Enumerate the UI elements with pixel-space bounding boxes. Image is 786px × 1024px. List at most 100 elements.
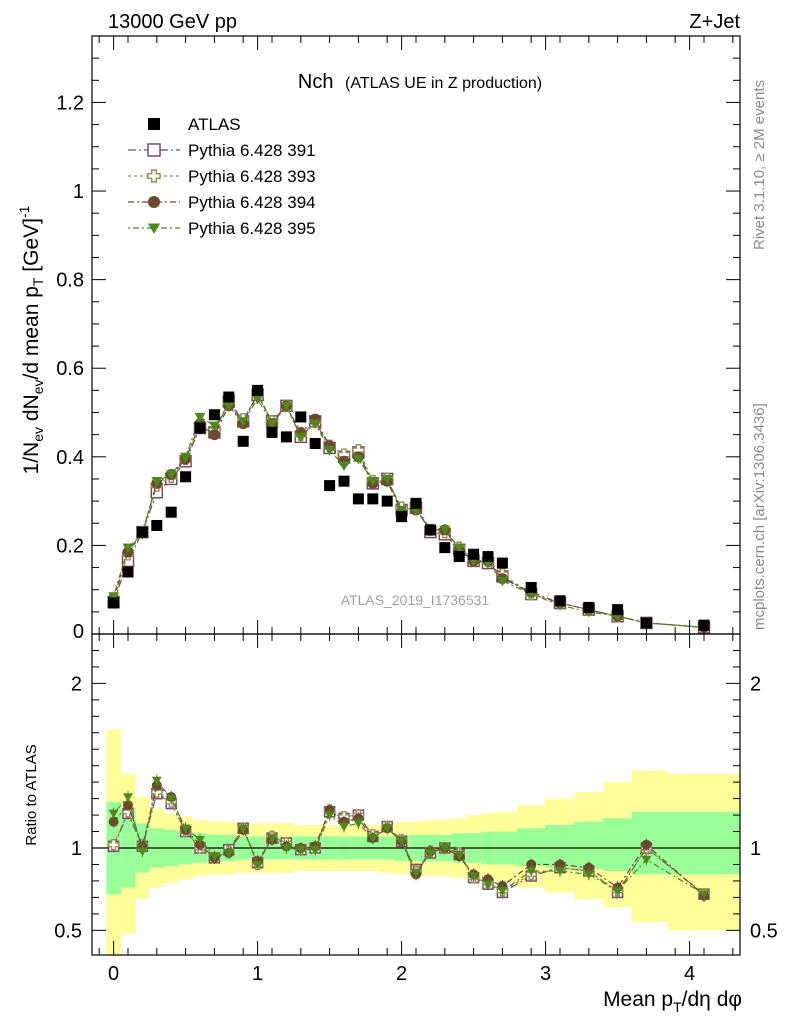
data-point (640, 617, 652, 629)
mc-point (208, 429, 220, 441)
y-tick-label-zero: 0 (73, 621, 84, 643)
data-point (295, 411, 307, 423)
data-point (122, 566, 134, 578)
main-line (113, 393, 705, 628)
ratio-point (439, 844, 450, 853)
data-point (396, 511, 408, 523)
ratio-point (411, 868, 421, 878)
y-tick-label: 0.8 (56, 270, 84, 292)
ratio-point (583, 870, 594, 880)
ratio-point (310, 845, 321, 855)
ratio-point (238, 824, 249, 834)
main-line (113, 393, 705, 628)
legend-marker (148, 196, 160, 208)
data-point (424, 524, 436, 536)
ratio-point (267, 834, 277, 844)
data-point (108, 597, 120, 609)
legend-entry: Pythia 6.428 395 (128, 219, 316, 238)
mc-point (151, 477, 163, 487)
data-point (410, 497, 422, 509)
ratio-point (699, 890, 709, 900)
x-tick-label: 2 (396, 963, 407, 985)
legend-label: Pythia 6.428 394 (188, 193, 316, 212)
ratio-point (123, 793, 133, 802)
y-tick-label: 0.2 (56, 535, 84, 557)
plot-title-main: Nch (298, 71, 334, 93)
main-line (113, 391, 705, 628)
y-axis-label-main: 1/Nev dNev/d mean pT [GeV]-1 (16, 205, 46, 474)
ratio-y-tick-label-right: 1 (750, 838, 761, 860)
y-tick-label: 1.2 (56, 92, 84, 114)
main-series-group (107, 384, 711, 634)
ratio-line (113, 792, 705, 895)
ratio-point (353, 819, 364, 829)
ratio-line (113, 779, 705, 895)
data-point (482, 550, 494, 562)
plot-title: Nch (ATLAS UE in Z production) (298, 71, 542, 93)
ratio-point (137, 847, 148, 857)
ratio-point (166, 794, 177, 804)
data-point (280, 431, 292, 443)
ratio-point (108, 816, 119, 827)
data-point (381, 495, 393, 507)
mc-point (324, 446, 336, 456)
ratio-y-tick-label-right: 2 (750, 673, 761, 695)
mc-point (208, 421, 220, 432)
main-line (113, 398, 705, 628)
ratio-point (396, 837, 407, 847)
data-point (439, 542, 451, 554)
data-point (554, 595, 566, 607)
mc-point (108, 592, 120, 602)
ratio-point (612, 887, 623, 896)
ratio-point (151, 786, 163, 798)
ratio-point (295, 845, 306, 855)
mc-point (252, 395, 264, 405)
data-point (151, 519, 163, 531)
x-tick-label: 4 (684, 963, 695, 985)
ratio-line (113, 784, 705, 897)
ratio-point (339, 822, 349, 832)
data-point (165, 506, 177, 518)
mc-point (396, 505, 408, 516)
data-point (352, 493, 364, 505)
header-right: Z+Jet (689, 11, 740, 33)
legend-label: Pythia 6.428 395 (188, 219, 316, 238)
mc-point (122, 543, 134, 554)
main-series-atlas (108, 384, 710, 631)
legend: ATLAS Pythia 6.428 391 Pythia 6.428 393 Pyt… (128, 115, 316, 238)
ratio-point (195, 836, 205, 845)
ratio-series-group (107, 774, 710, 902)
legend-marker (148, 223, 160, 234)
mc-point (338, 461, 350, 472)
mc-point (496, 576, 508, 587)
y-tick-label: 0.6 (56, 358, 84, 380)
data-point (252, 384, 264, 396)
mc-point (180, 452, 192, 463)
ratio-axis-ticks: 0.5 0.5 1 1 2 2 0 1 2 3 4 (54, 634, 778, 985)
data-point (612, 604, 624, 616)
data-point (194, 422, 206, 434)
ratio-point (123, 800, 133, 811)
legend-marker (148, 118, 160, 130)
ratio-y-tick-label: 0.5 (54, 920, 82, 942)
mc-point (381, 474, 393, 485)
x-tick-label: 0 (108, 963, 119, 985)
ratio-point (180, 824, 191, 834)
data-point (324, 480, 336, 492)
legend-label: Pythia 6.428 393 (188, 167, 316, 186)
data-point (583, 601, 595, 613)
ratio-point (641, 839, 652, 850)
data-point (208, 409, 220, 421)
ratio-point (324, 811, 335, 821)
ratio-point (497, 887, 508, 896)
legend-entry: Pythia 6.428 393 (128, 167, 316, 186)
data-point (338, 475, 350, 487)
mc-point (453, 543, 465, 554)
data-point (698, 619, 710, 631)
main-axis-ticks: 0.2 0.4 0.6 0.8 1 1.2 0 (56, 36, 740, 643)
legend-label: Pythia 6.428 391 (188, 141, 316, 160)
ratio-point (641, 855, 652, 865)
mc-point (237, 417, 249, 427)
